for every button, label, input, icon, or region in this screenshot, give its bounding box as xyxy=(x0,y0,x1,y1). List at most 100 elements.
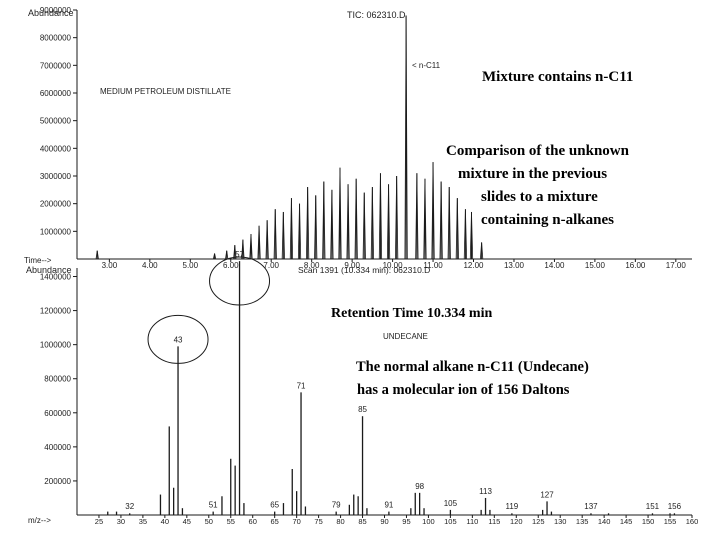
mass-spectrum-chart: Abundance Scan 1391 (10.334 min): 062310… xyxy=(26,250,698,526)
ms-x-tick-label: 145 xyxy=(620,517,633,526)
ms-peak-label: 113 xyxy=(479,487,492,496)
ms-peak-label: 65 xyxy=(270,501,279,510)
ms-peak-label: 119 xyxy=(506,502,519,511)
tic-x-tick-label: 13.00 xyxy=(504,261,525,270)
molecular-line-1: The normal alkane n-C11 (Undecane) xyxy=(356,359,589,375)
ms-peak-label: 32 xyxy=(125,502,134,511)
ms-peak-label: 151 xyxy=(646,502,660,511)
ms-peak-label: 127 xyxy=(540,490,554,499)
ms-abundance-label: Abundance xyxy=(26,265,72,275)
tic-x-tick-label: 8.00 xyxy=(304,261,320,270)
tic-x-tick-label: 6.00 xyxy=(223,261,239,270)
ms-x-tick-label: 30 xyxy=(117,517,125,526)
ms-peak-label: 57 xyxy=(235,250,244,259)
tic-x-tick-label: 15.00 xyxy=(585,261,606,270)
ms-peak-label: 137 xyxy=(584,502,598,511)
ms-x-tick-label: 85 xyxy=(358,517,366,526)
ms-x-tick-label: 80 xyxy=(336,517,344,526)
tic-y-tick-label: 5000000 xyxy=(40,117,72,126)
tic-y-tick-label: 1000000 xyxy=(40,227,72,236)
ms-peak-label: 105 xyxy=(444,499,458,508)
ms-header: Scan 1391 (10.334 min): 062310.D xyxy=(298,265,430,275)
ms-x-tick-label: 75 xyxy=(314,517,322,526)
tic-y-tick-label: 8000000 xyxy=(40,34,72,43)
mixture-note: Mixture contains n-C11 xyxy=(482,69,633,85)
tic-y-ticks: 1000000 2000000 3000000 4000000 5000000 60000… xyxy=(40,6,77,236)
ms-x-tick-label: 65 xyxy=(271,517,279,526)
tic-x-tick-label: 5.00 xyxy=(183,261,199,270)
peak-highlight-circle xyxy=(209,256,271,306)
ms-x-tick-label: 100 xyxy=(422,517,435,526)
tic-x-tick-label: 10.00 xyxy=(383,261,404,270)
tic-x-tick-label: 17.00 xyxy=(666,261,687,270)
ms-peak-label: 98 xyxy=(415,482,424,491)
ms-peak-label: 43 xyxy=(174,335,183,344)
ms-y-tick-label: 400000 xyxy=(44,443,71,452)
peak-highlight-circle xyxy=(147,314,209,364)
ms-peak-label: 51 xyxy=(209,501,218,510)
tic-time-label: Time--> xyxy=(24,256,52,265)
tic-x-tick-label: 3.00 xyxy=(102,261,118,270)
tic-x-tick-label: 9.00 xyxy=(344,261,360,270)
ms-x-tick-label: 135 xyxy=(576,517,589,526)
ms-peak-label: 71 xyxy=(297,381,306,390)
tic-x-tick-label: 4.00 xyxy=(142,261,158,270)
tic-x-tick-label: 14.00 xyxy=(544,261,565,270)
tic-header: TIC: 062310.D xyxy=(347,10,406,20)
ms-peak-labels: 32 43 51 57 65 71 79 85 91 98 105 113 119 127 137 151 15… xyxy=(125,250,681,511)
ms-x-tick-label: 35 xyxy=(139,517,147,526)
ms-x-tick-label: 95 xyxy=(402,517,410,526)
ms-x-tick-label: 125 xyxy=(532,517,545,526)
ms-x-ticks: 25 30 35 40 45 50 55 60 65 70 75 80 85 90 95 100 105 110 1… xyxy=(95,515,698,526)
tic-y-tick-label: 4000000 xyxy=(40,144,72,153)
ms-x-tick-label: 105 xyxy=(444,517,457,526)
tic-trace xyxy=(77,15,692,260)
ms-peak-label: 79 xyxy=(332,501,341,510)
ms-x-tick-label: 55 xyxy=(227,517,235,526)
ms-peak-label: 156 xyxy=(668,502,682,511)
tic-sample-label: MEDIUM PETROLEUM DISTILLATE xyxy=(100,87,231,96)
molecular-line-2: has a molecular ion of 156 Daltons xyxy=(357,382,570,398)
comparison-line-2: mixture in the previous xyxy=(458,166,607,182)
tic-abundance-label: Abundance xyxy=(28,8,74,18)
tic-x-tick-label: 16.00 xyxy=(625,261,646,270)
tic-y-tick-label: 9000000 xyxy=(40,6,72,15)
ms-x-tick-label: 45 xyxy=(183,517,191,526)
tic-y-tick-label: 6000000 xyxy=(40,89,72,98)
retention-note: Retention Time 10.334 min xyxy=(331,306,492,321)
ms-x-tick-label: 110 xyxy=(466,517,478,526)
ms-mz-label: m/z--> xyxy=(28,516,51,525)
tic-x-ticks: 3.00 4.00 5.00 6.00 7.00 8.00 9.00 10.00 11.00 12… xyxy=(102,259,687,270)
ms-bars xyxy=(107,261,676,515)
ms-y-tick-label: 800000 xyxy=(44,375,71,384)
tic-x-tick-label: 11.00 xyxy=(423,261,443,270)
ms-x-tick-label: 90 xyxy=(380,517,388,526)
ms-x-tick-label: 140 xyxy=(598,517,611,526)
ms-y-tick-label: 600000 xyxy=(44,409,71,418)
ms-x-tick-label: 150 xyxy=(642,517,655,526)
comparison-line-1: Comparison of the unknown xyxy=(446,143,630,159)
ms-x-tick-label: 40 xyxy=(161,517,169,526)
comparison-line-3: slides to a mixture xyxy=(481,189,598,205)
ms-x-tick-label: 25 xyxy=(95,517,103,526)
ms-x-tick-label: 70 xyxy=(292,517,300,526)
ms-x-tick-label: 130 xyxy=(554,517,567,526)
ms-x-tick-label: 60 xyxy=(249,517,257,526)
tic-y-tick-label: 2000000 xyxy=(40,200,72,209)
tic-y-tick-label: 7000000 xyxy=(40,61,72,70)
ms-y-tick-label: 1200000 xyxy=(40,307,72,316)
ms-x-tick-label: 120 xyxy=(510,517,523,526)
comparison-line-4: containing n-alkanes xyxy=(481,212,614,228)
ms-x-tick-label: 115 xyxy=(488,517,500,526)
ms-x-tick-label: 50 xyxy=(205,517,213,526)
tic-x-tick-label: 7.00 xyxy=(263,261,279,270)
ms-x-tick-label: 160 xyxy=(686,517,699,526)
tic-chart: Abundance TIC: 062310.D MEDIUM PETROLEUM… xyxy=(24,6,692,270)
ms-x-tick-label: 155 xyxy=(664,517,677,526)
ms-circles xyxy=(147,256,271,364)
ms-y-tick-label: 1000000 xyxy=(40,341,72,350)
ms-compound-label: UNDECANE xyxy=(383,332,428,341)
tic-y-tick-label: 3000000 xyxy=(40,172,72,181)
